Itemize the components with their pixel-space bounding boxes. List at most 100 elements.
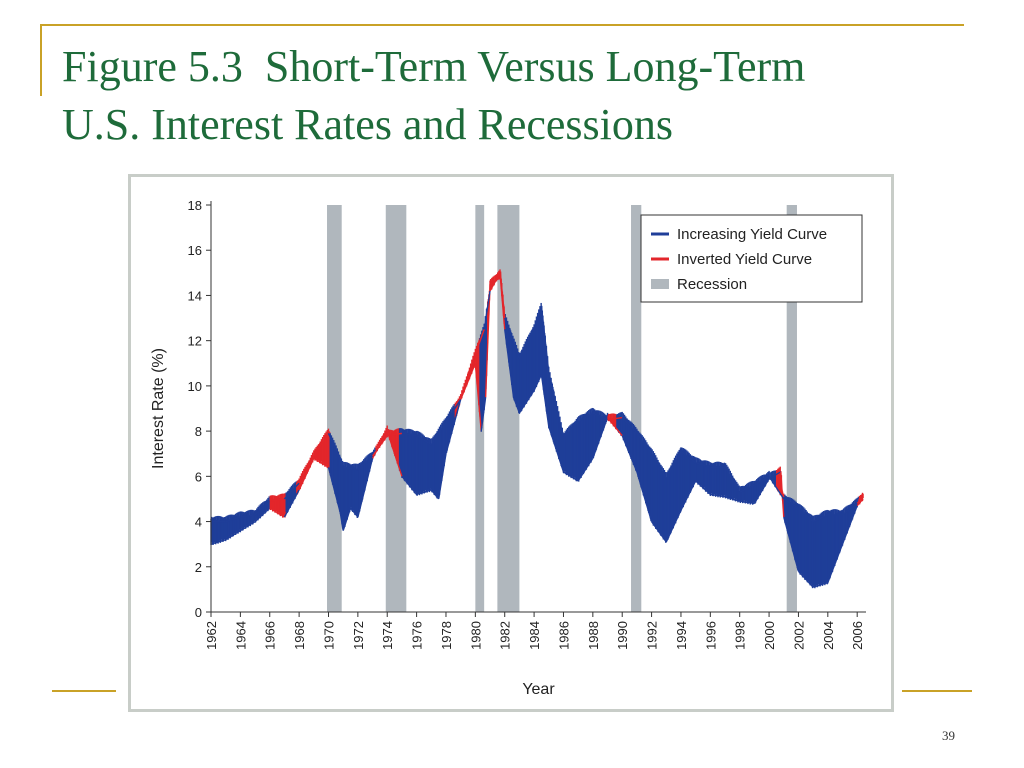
series-segment [480, 397, 487, 432]
series-segment [739, 484, 755, 493]
series-segment [512, 396, 521, 414]
x-tick-label: 2006 [850, 621, 865, 650]
chart-panel: 0 2 4 6 8 10 12 14 16 18 1962 1964 1966 1968 1970 1972 1… [128, 174, 894, 712]
series-segment [401, 432, 417, 437]
series-segment [540, 306, 550, 373]
recession-bar-3 [497, 205, 520, 612]
x-tick-label: 1980 [468, 621, 483, 650]
series-segment [548, 426, 565, 473]
x-tick-label: 1986 [556, 621, 571, 650]
x-tick-label: 2002 [791, 621, 806, 650]
series-segment [856, 498, 864, 507]
series-segment [724, 496, 740, 502]
legend-box [640, 214, 863, 303]
x-tick-label: 2004 [821, 621, 836, 650]
series-segment [695, 480, 711, 495]
series-segment [783, 498, 799, 509]
slide-title: Figure 5.3 Short-Term Versus Long-Term U… [62, 38, 962, 154]
x-tick-label: 1994 [674, 621, 689, 650]
series-segment [416, 489, 432, 496]
x-tick-label: 1988 [586, 621, 601, 650]
series-segment [518, 390, 535, 414]
x-tick-label: 1974 [380, 621, 395, 650]
series-segment [780, 471, 785, 518]
y-tick-label: 18 [188, 198, 202, 213]
series-segment [665, 451, 682, 479]
x-tick-label: 1976 [410, 621, 425, 650]
series-segment [386, 430, 403, 477]
recession-bar-4 [631, 205, 642, 612]
series-segment [225, 530, 241, 541]
series-segment [339, 512, 344, 531]
series-segment [592, 412, 608, 421]
x-tick-label: 1978 [439, 621, 454, 650]
series-segment [430, 421, 447, 446]
series-segment [430, 489, 440, 500]
x-tick-label: 2000 [762, 621, 777, 650]
series-segment [577, 412, 594, 423]
series-segment [210, 538, 226, 545]
series-segment [298, 457, 315, 491]
y-tick-label: 6 [195, 469, 202, 484]
series-segment [768, 475, 785, 500]
series-segment [548, 372, 565, 439]
series-segment [812, 514, 829, 523]
series-segment [533, 374, 543, 391]
series-segment [240, 520, 256, 532]
series-segment [269, 507, 285, 518]
series-segment [636, 471, 653, 522]
y-tick-label: 10 [188, 379, 202, 394]
recession-bar-1 [385, 205, 407, 612]
legend: Increasing Yield Curve Inverted Yield Cur… [640, 214, 863, 303]
series-segment [739, 500, 755, 505]
series-segment [254, 507, 271, 523]
series-segment [459, 354, 477, 400]
series-segment [313, 457, 329, 468]
footer-rule-left [52, 690, 116, 692]
x-tick-label: 1968 [292, 621, 307, 650]
series-segment [768, 471, 782, 480]
series-segment [327, 467, 341, 513]
series-segment [842, 502, 858, 516]
series-segment [533, 306, 543, 330]
series-segment [651, 521, 667, 543]
series-segment [621, 417, 638, 434]
recession-bar-5 [786, 205, 797, 612]
series-segment [298, 455, 315, 484]
series-segment [856, 496, 864, 504]
series-segment [225, 516, 241, 523]
series-segment [563, 471, 579, 482]
series-segment [483, 290, 491, 330]
series-segment [724, 466, 741, 493]
rate-band [210, 269, 864, 589]
series-segment [357, 455, 374, 471]
series-segment [484, 284, 491, 398]
series-0 [210, 276, 864, 588]
series-1 [211, 272, 864, 523]
x-tick-label: 1998 [733, 621, 748, 650]
series-segment [489, 272, 501, 292]
series-segment [416, 435, 432, 446]
series-segment [342, 507, 352, 531]
series-segment [518, 329, 535, 360]
series-segment [680, 450, 697, 464]
x-tick-label: 1970 [321, 621, 336, 650]
legend-label: Increasing Yield Curve [677, 226, 827, 243]
series-segment [636, 432, 653, 455]
series-segment [592, 417, 609, 459]
y-tick-label: 14 [188, 288, 202, 303]
series-segment [445, 399, 462, 454]
footer-rule-right [902, 690, 972, 692]
series-segment [797, 570, 814, 588]
x-tick-label: 1982 [498, 621, 513, 650]
slide-left-rule [40, 24, 42, 96]
x-tick-label: 1990 [615, 621, 630, 650]
series-segment [445, 399, 462, 423]
series-segment [827, 543, 844, 583]
slide-title-line-2: U.S. Interest Rates and Recessions [62, 100, 673, 149]
legend-label: Recession [677, 276, 747, 293]
x-tick-label: 1992 [645, 621, 660, 650]
y-tick-label: 16 [188, 243, 202, 258]
series-segment [710, 493, 726, 498]
series-segment [387, 432, 403, 437]
